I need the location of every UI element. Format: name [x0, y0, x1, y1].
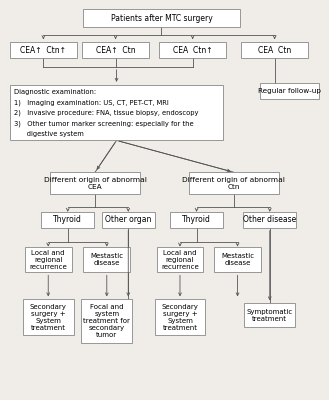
FancyBboxPatch shape [82, 42, 149, 58]
FancyBboxPatch shape [155, 299, 205, 335]
FancyBboxPatch shape [83, 9, 240, 27]
Text: Mestastic
disease: Mestastic disease [221, 253, 254, 266]
Text: 3)   Other tumor marker screening: especially for the: 3) Other tumor marker screening: especia… [14, 120, 194, 127]
Text: Other organ: Other organ [105, 215, 151, 224]
Text: CEA↑  Ctn↑: CEA↑ Ctn↑ [20, 46, 66, 54]
FancyBboxPatch shape [41, 212, 94, 228]
FancyBboxPatch shape [23, 299, 74, 335]
Text: Patients after MTC surgery: Patients after MTC surgery [111, 14, 212, 23]
Text: Local and
regional
recurrence: Local and regional recurrence [29, 250, 67, 270]
FancyBboxPatch shape [10, 85, 223, 140]
Text: Secondary
surgery +
System
treatment: Secondary surgery + System treatment [162, 304, 198, 331]
Text: Diagnostic examination:: Diagnostic examination: [14, 89, 96, 95]
Text: digestive system: digestive system [14, 131, 84, 137]
FancyBboxPatch shape [241, 42, 308, 58]
FancyBboxPatch shape [214, 247, 261, 272]
Text: CEA  Ctn: CEA Ctn [258, 46, 291, 54]
Text: Secondary
surgery +
System
treatment: Secondary surgery + System treatment [30, 304, 67, 331]
FancyBboxPatch shape [25, 247, 72, 272]
Text: Thyroid: Thyroid [182, 215, 211, 224]
FancyBboxPatch shape [10, 42, 77, 58]
Text: Other disease: Other disease [243, 215, 296, 224]
Text: Symptomatic
treatment: Symptomatic treatment [247, 309, 293, 322]
FancyBboxPatch shape [83, 247, 130, 272]
FancyBboxPatch shape [189, 172, 279, 194]
Text: Regular follow-up: Regular follow-up [258, 88, 321, 94]
FancyBboxPatch shape [160, 42, 226, 58]
Text: CEA↑  Ctn: CEA↑ Ctn [96, 46, 135, 54]
Text: Mestastic
disease: Mestastic disease [90, 253, 123, 266]
FancyBboxPatch shape [102, 212, 155, 228]
Text: Focal and
system
treatment for
secondary
tumor: Focal and system treatment for secondary… [83, 304, 130, 338]
Text: CEA  Ctn↑: CEA Ctn↑ [173, 46, 213, 54]
FancyBboxPatch shape [81, 299, 132, 343]
FancyBboxPatch shape [50, 172, 140, 194]
FancyBboxPatch shape [243, 212, 296, 228]
FancyBboxPatch shape [157, 247, 203, 272]
Text: Local and
regional
recurrence: Local and regional recurrence [161, 250, 199, 270]
FancyBboxPatch shape [170, 212, 223, 228]
Text: Different origin of abnormal
CEA: Different origin of abnormal CEA [44, 177, 146, 190]
Text: Different origin of abnormal
Ctn: Different origin of abnormal Ctn [182, 177, 285, 190]
Text: 1)   Imaging examination: US, CT, PET-CT, MRI: 1) Imaging examination: US, CT, PET-CT, … [14, 99, 169, 106]
FancyBboxPatch shape [244, 303, 295, 327]
FancyBboxPatch shape [260, 83, 318, 99]
Text: 2)   Invasive procedure: FNA, tissue biopsy, endoscopy: 2) Invasive procedure: FNA, tissue biops… [14, 110, 199, 116]
Text: Thyroid: Thyroid [53, 215, 82, 224]
